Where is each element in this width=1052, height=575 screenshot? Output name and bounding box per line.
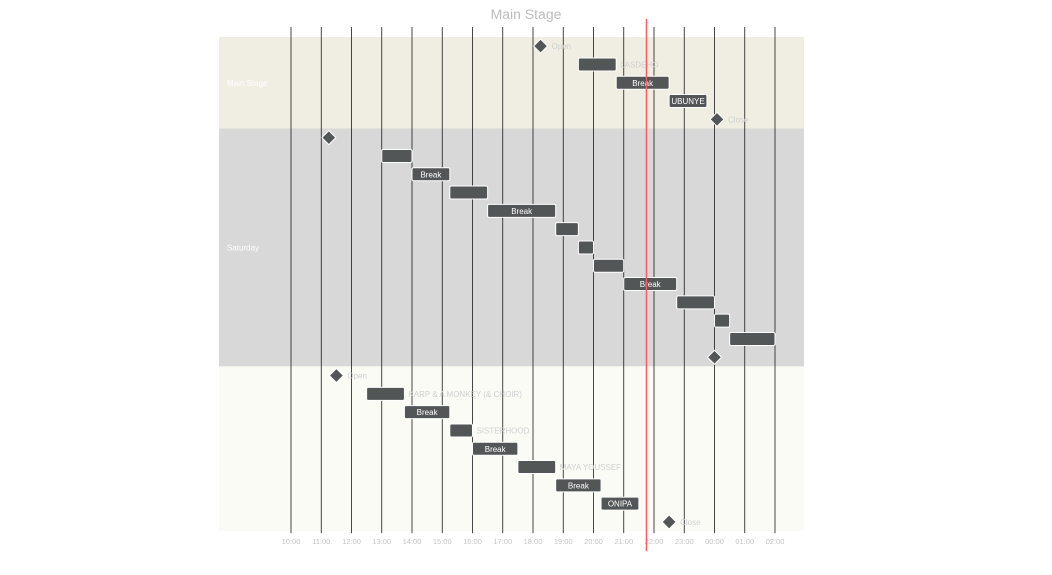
tick-label: 11:00 (312, 537, 330, 546)
milestone-label: Close (728, 115, 749, 124)
milestone-marker (532, 38, 549, 54)
tasks-layer: Open LASDEHO Break UBUNYE Close Break Break Bre… (321, 38, 776, 530)
group-label: Main Stage (227, 79, 268, 88)
tick-label: 16:00 (463, 537, 482, 546)
task-bar (615, 75, 670, 90)
group-label: Saturday (227, 243, 259, 252)
milestone-label: Open (347, 372, 367, 381)
task-bar (555, 478, 602, 493)
milestone-marker (709, 111, 725, 128)
tick-label: 13:00 (372, 537, 391, 546)
task-bar (577, 240, 594, 255)
task-bar (366, 386, 405, 401)
task-bar (487, 203, 557, 218)
task-bar (600, 496, 640, 511)
task-label: SISTERHOOD (477, 426, 530, 435)
task-label: UBUNYE (671, 97, 704, 106)
group-lane-0 (219, 37, 804, 129)
tick-label: 17:00 (493, 537, 512, 546)
milestone-label: Close (680, 518, 701, 527)
tick-label: 00:00 (705, 537, 724, 546)
task-bar (668, 94, 708, 109)
tick-label: 12:00 (342, 537, 361, 546)
task-bar (729, 331, 776, 346)
task-label: Break (420, 170, 442, 179)
task-label: ONIPA (608, 500, 633, 509)
tick-label: 21:00 (614, 537, 633, 546)
task-bar (676, 295, 715, 310)
milestone-label: Open (552, 42, 572, 51)
task-bar (403, 405, 451, 420)
tick-label: 10:00 (282, 537, 301, 546)
task-bar (411, 167, 451, 182)
tick-label: 19:00 (554, 537, 573, 546)
milestone-marker (706, 349, 723, 365)
task-bar (714, 313, 731, 328)
task-bar (449, 423, 473, 438)
task-bar (623, 277, 678, 292)
task-bar (577, 57, 617, 72)
tick-label: 01:00 (735, 537, 754, 546)
task-label: MAYA YOUSSEF (560, 463, 621, 472)
time-axis: 10:00 11:00 12:00 13:00 14:00 15:00 16:00 17:00… (282, 537, 785, 546)
task-label: LASDEHO (620, 60, 658, 69)
task-label: Break (511, 207, 533, 216)
chart-title: Main Stage (491, 6, 562, 22)
tick-label: 18:00 (524, 537, 543, 546)
task-label: Break (417, 408, 439, 417)
milestone-marker (661, 514, 677, 530)
tick-label: 22:00 (645, 537, 664, 546)
tick-label: 14:00 (403, 537, 422, 546)
task-bar (593, 258, 625, 273)
task-bar (472, 441, 519, 456)
milestone-marker (321, 129, 337, 146)
task-label: Break (640, 280, 662, 289)
task-label: KARP & A MONKEY (& CHOIR) (408, 390, 522, 399)
group-lane-1 (219, 128, 804, 367)
task-bar (449, 185, 489, 200)
task-label: Break (632, 79, 654, 88)
milestone-marker (328, 367, 345, 384)
tick-label: 23:00 (675, 537, 694, 546)
task-label: Break (568, 481, 590, 490)
tick-label: 20:00 (584, 537, 603, 546)
task-bar (381, 148, 413, 163)
task-bar (517, 460, 557, 475)
tick-label: 02:00 (766, 537, 785, 546)
group-lanes: Main Stage Saturday (219, 37, 804, 532)
tick-label: 15:00 (433, 537, 452, 546)
task-bar (555, 222, 579, 237)
task-label: Break (485, 445, 507, 454)
